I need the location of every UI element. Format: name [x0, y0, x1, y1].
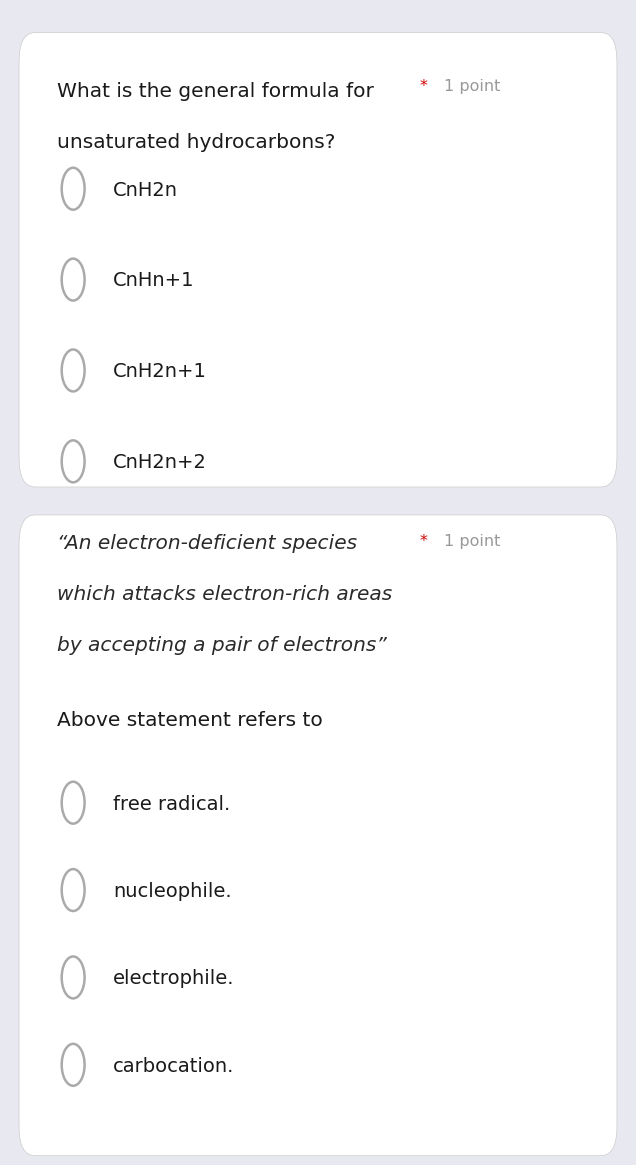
- Text: unsaturated hydrocarbons?: unsaturated hydrocarbons?: [57, 133, 336, 151]
- Text: CnH2n: CnH2n: [113, 181, 178, 199]
- Text: 1 point: 1 point: [444, 79, 501, 94]
- Text: *: *: [420, 79, 427, 94]
- Text: by accepting a pair of electrons”: by accepting a pair of electrons”: [57, 636, 387, 655]
- Text: which attacks electron-rich areas: which attacks electron-rich areas: [57, 585, 392, 603]
- Text: *: *: [420, 534, 427, 549]
- Text: “An electron-deficient species: “An electron-deficient species: [57, 534, 357, 552]
- Text: CnHn+1: CnHn+1: [113, 271, 195, 290]
- Text: free radical.: free radical.: [113, 795, 230, 813]
- FancyBboxPatch shape: [19, 515, 617, 1156]
- Text: electrophile.: electrophile.: [113, 969, 235, 988]
- Text: 1 point: 1 point: [444, 534, 501, 549]
- Text: nucleophile.: nucleophile.: [113, 882, 232, 901]
- FancyBboxPatch shape: [19, 33, 617, 487]
- Text: CnH2n+1: CnH2n+1: [113, 362, 207, 381]
- Text: CnH2n+2: CnH2n+2: [113, 453, 207, 472]
- Text: carbocation.: carbocation.: [113, 1057, 235, 1075]
- Text: What is the general formula for: What is the general formula for: [57, 82, 374, 100]
- Text: Above statement refers to: Above statement refers to: [57, 711, 323, 729]
